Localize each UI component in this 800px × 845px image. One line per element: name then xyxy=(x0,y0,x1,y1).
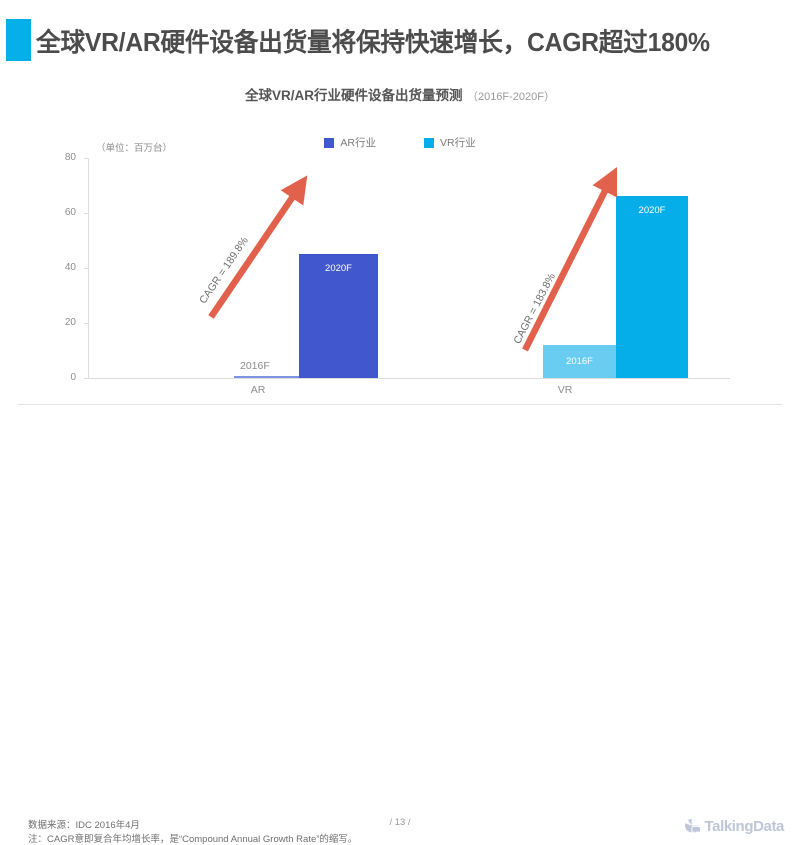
legend-item-vr[interactable]: VR行业 xyxy=(424,135,476,150)
chart-title-main: 全球VR/AR行业硬件设备出货量预测 xyxy=(244,88,463,103)
x-axis-label-vr: VR xyxy=(557,384,573,396)
bar-label-ar-2020f: 2020F xyxy=(325,263,352,274)
footer-divider xyxy=(18,404,782,405)
legend-swatch-vr xyxy=(424,137,434,148)
footer-note-definition: 注：CAGR意即复合年均增长率，是“Compound Annual Growth… xyxy=(28,834,358,845)
talkingdata-logo-icon xyxy=(685,819,702,835)
brand-name: TalkingData xyxy=(704,818,784,835)
slide-footer: 数据来源：IDC 2016年4月 注：CAGR意即复合年均增长率，是“Compo… xyxy=(0,404,800,845)
plot-area: 2016F 2020F CAGR = 189.8% 2016F 2020F xyxy=(88,158,730,378)
y-axis-unit-label: （单位：百万台） xyxy=(96,143,173,154)
accent-bar xyxy=(6,19,31,61)
bar-vr-2020f[interactable]: 2020F xyxy=(616,196,688,378)
bar-label-vr-2016f: 2016F xyxy=(566,356,593,367)
y-tick-mark-20 xyxy=(84,323,88,324)
y-tick-label-80: 80 xyxy=(64,152,76,163)
y-axis-line xyxy=(88,158,89,378)
bar-label-ar-2016f: 2016F xyxy=(240,360,270,372)
x-axis-line xyxy=(88,378,730,379)
cagr-arrow-ar xyxy=(208,175,308,319)
legend-swatch-ar xyxy=(324,137,335,148)
bar-label-vr-2020f: 2020F xyxy=(638,205,666,216)
bar-ar-2016f[interactable] xyxy=(234,376,299,378)
page-title: 全球VR/AR硬件设备出货量将保持快速增长，CAGR超过180% xyxy=(36,29,710,57)
y-tick-label-40: 40 xyxy=(64,262,76,273)
chart-title: 全球VR/AR行业硬件设备出货量预测 （2016F-2020F） xyxy=(0,84,800,105)
y-tick-label-60: 60 xyxy=(64,207,76,218)
y-tick-label-20: 20 xyxy=(64,317,76,328)
chart-legend: AR行业 VR行业 xyxy=(0,135,800,150)
cagr-arrow-vr xyxy=(522,166,618,352)
slide-header: 全球VR/AR硬件设备出货量将保持快速增长，CAGR超过180% xyxy=(0,0,800,68)
y-tick-mark-60 xyxy=(84,213,88,214)
legend-label-ar: AR行业 xyxy=(340,137,376,149)
y-tick-mark-0 xyxy=(84,378,88,379)
page-number: / 13 / xyxy=(389,817,411,828)
y-tick-mark-40 xyxy=(84,268,88,269)
y-tick-label-0: 0 xyxy=(70,372,76,383)
brand-logo: TalkingData xyxy=(684,818,784,835)
bar-vr-2016f[interactable]: 2016F xyxy=(543,345,616,378)
x-axis-label-ar: AR xyxy=(250,384,266,396)
chart-title-range: （2016F-2020F） xyxy=(466,91,555,103)
bar-ar-2020f[interactable]: 2020F xyxy=(299,254,378,378)
legend-label-vr: VR行业 xyxy=(440,137,476,149)
chart-plot-card: （单位：百万台） 80 60 40 20 0 2016F 2020F CAGR … xyxy=(40,118,760,398)
legend-item-ar[interactable]: AR行业 xyxy=(324,135,376,150)
y-tick-mark-80 xyxy=(84,158,88,159)
